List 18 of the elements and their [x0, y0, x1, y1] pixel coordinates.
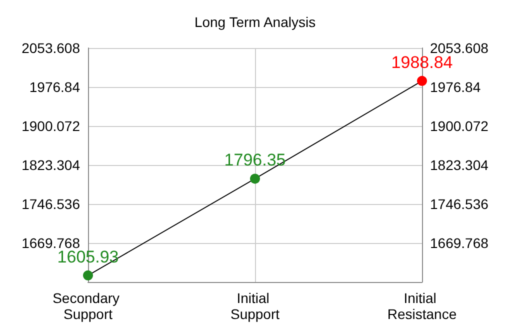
data-label: 1796.35 [224, 150, 286, 170]
y2-tick-label: 1976.84 [430, 79, 481, 95]
y2-tick-label: 1900.072 [430, 118, 489, 134]
x-tick-label: Secondary Support [52, 290, 124, 322]
y-tick-label: 1900.072 [22, 118, 80, 134]
y-tick-label: 1746.536 [22, 196, 80, 212]
y-tick-label: 2053.608 [22, 40, 80, 56]
y2-tick-label: 1669.768 [430, 235, 489, 251]
x-tick-label: Initial Resistance [387, 290, 457, 322]
y-tick-label: 1823.304 [22, 157, 80, 173]
point [83, 270, 93, 280]
y2-tick-label: 1823.304 [430, 157, 489, 173]
point [250, 174, 260, 184]
point [417, 76, 427, 86]
chart-title: Long Term Analysis [194, 14, 316, 30]
x-tick-label: Initial Support [230, 290, 280, 322]
y2-tick-label: 1746.536 [430, 196, 489, 212]
y-tick-label: 1976.84 [29, 79, 80, 95]
